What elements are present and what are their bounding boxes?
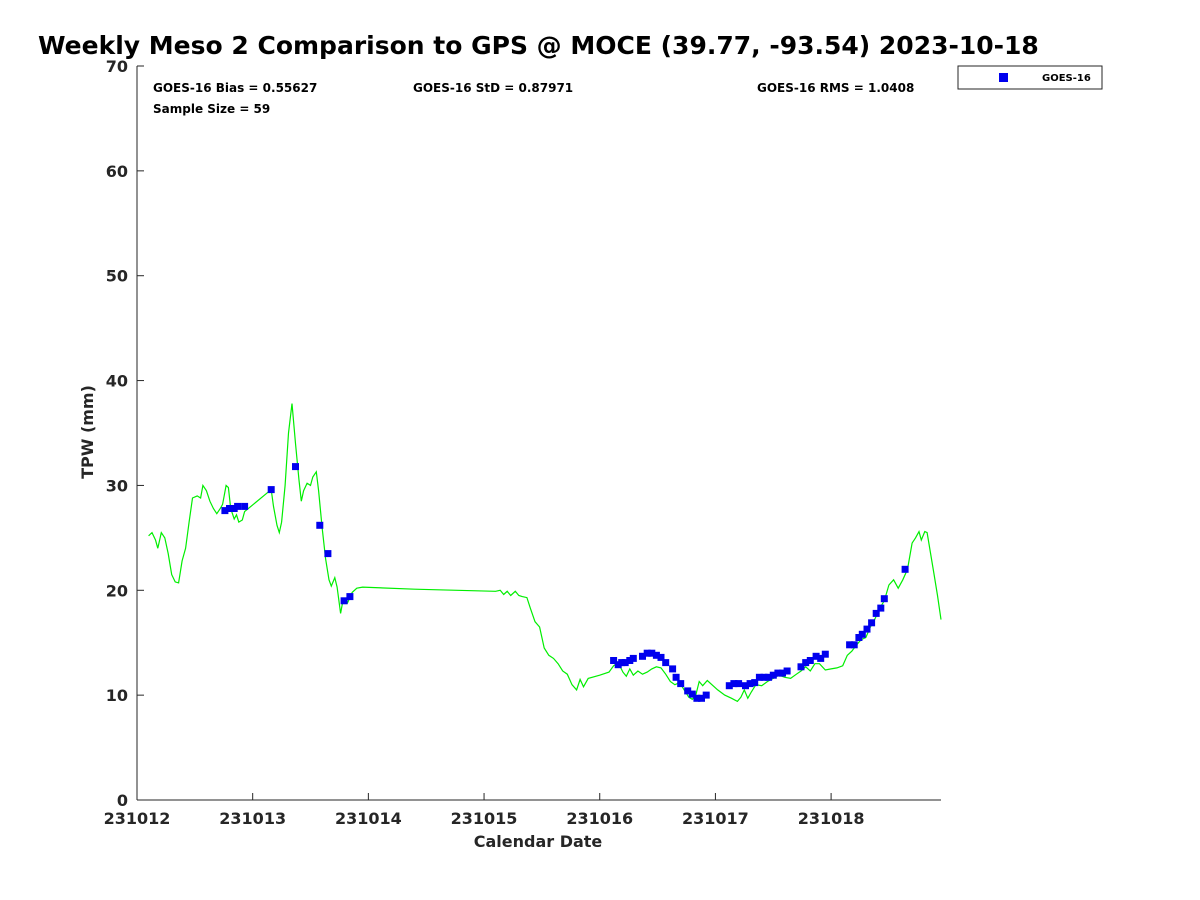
goes16-point	[751, 679, 759, 687]
goes16-point	[621, 659, 629, 667]
goes16-point	[872, 609, 880, 617]
goes16-point	[221, 507, 229, 515]
goes16-point	[742, 682, 749, 690]
goes16-point	[850, 641, 858, 649]
goes16-point	[779, 669, 786, 677]
y-tick-label: 10	[106, 686, 128, 705]
goes16-point	[662, 659, 670, 667]
goes16-point	[292, 463, 299, 471]
goes16-point	[817, 654, 825, 662]
goes16-point	[684, 687, 692, 695]
goes16-point	[241, 502, 249, 510]
y-tick-label: 20	[106, 581, 128, 600]
y-tick-label: 40	[106, 372, 128, 391]
goes16-point	[340, 597, 348, 605]
goes16-point	[858, 630, 866, 638]
x-tick-label: 231017	[682, 809, 749, 828]
goes16-point	[226, 505, 233, 512]
stat-bias: GOES-16 Bias = 0.55627	[153, 81, 317, 95]
goes16-point	[677, 680, 685, 688]
goes16-point	[698, 694, 705, 702]
goes16-point	[324, 550, 332, 558]
goes16-point	[821, 650, 829, 658]
x-tick-label: 231012	[104, 809, 171, 828]
goes16-point	[610, 657, 618, 664]
stat-rms: GOES-16 RMS = 1.0408	[757, 81, 914, 95]
goes16-point	[629, 654, 637, 662]
x-tick-label: 231014	[335, 809, 402, 828]
goes16-point	[316, 521, 324, 529]
goes16-point	[755, 673, 763, 681]
gps-series-line	[148, 403, 942, 703]
goes16-point	[746, 680, 754, 688]
goes16-point	[643, 649, 651, 657]
goes16-point	[688, 690, 696, 698]
x-ticks: 231012 231013 231014 231015 231016 231017 2310…	[104, 793, 865, 828]
y-tick-label: 50	[106, 267, 128, 286]
goes16-point	[267, 486, 275, 494]
x-tick-label: 231015	[451, 809, 518, 828]
goes16-point	[735, 680, 743, 688]
goes16-point	[880, 595, 888, 603]
stat-sample-size: Sample Size = 59	[153, 102, 270, 116]
goes16-point	[693, 694, 701, 702]
goes16-point	[797, 663, 805, 671]
goes16-point	[769, 671, 777, 679]
goes16-point	[783, 667, 791, 675]
point-layer	[221, 463, 909, 702]
y-ticks: 0 10 20 30 40 50 60 70	[106, 57, 144, 810]
goes16-point	[868, 619, 876, 627]
goes16-point	[672, 673, 680, 681]
goes16-point	[669, 665, 677, 673]
goes16-point	[877, 604, 885, 612]
goes16-point	[806, 657, 814, 664]
goes16-point	[802, 659, 810, 667]
y-tick-label: 0	[117, 791, 128, 810]
goes16-point	[725, 682, 733, 690]
goes16-point	[639, 652, 646, 660]
x-tick-label: 231016	[566, 809, 633, 828]
goes16-point	[702, 691, 710, 699]
y-tick-label: 60	[106, 162, 128, 181]
legend: GOES-16	[957, 65, 1103, 90]
goes16-point	[863, 625, 871, 633]
goes16-point	[901, 565, 909, 573]
goes16-point	[346, 593, 354, 601]
legend-box	[957, 65, 1103, 90]
stat-std: GOES-16 StD = 0.87971	[413, 81, 573, 95]
goes16-point	[234, 502, 242, 510]
goes16-point	[846, 641, 854, 649]
y-tick-label: 30	[106, 476, 128, 495]
goes16-point	[760, 673, 768, 681]
goes16-point	[648, 649, 656, 657]
goes16-point	[774, 669, 782, 677]
y-tick-label: 70	[106, 57, 128, 76]
goes16-point	[765, 673, 773, 681]
x-tick-label: 231013	[219, 809, 286, 828]
x-axis-label: Calendar Date	[474, 832, 603, 851]
chart-title: Weekly Meso 2 Comparison to GPS @ MOCE (…	[38, 31, 1039, 60]
goes16-point	[657, 653, 665, 661]
goes16-point	[730, 680, 738, 688]
line-layer	[148, 403, 942, 703]
plot-area	[136, 66, 942, 801]
x-tick-label: 231018	[798, 809, 865, 828]
legend-label: GOES-16	[1042, 73, 1091, 84]
y-axis-label: TPW (mm)	[78, 385, 97, 479]
goes16-point	[812, 652, 820, 660]
legend-marker-icon	[999, 73, 1008, 82]
goes16-point	[652, 651, 660, 659]
